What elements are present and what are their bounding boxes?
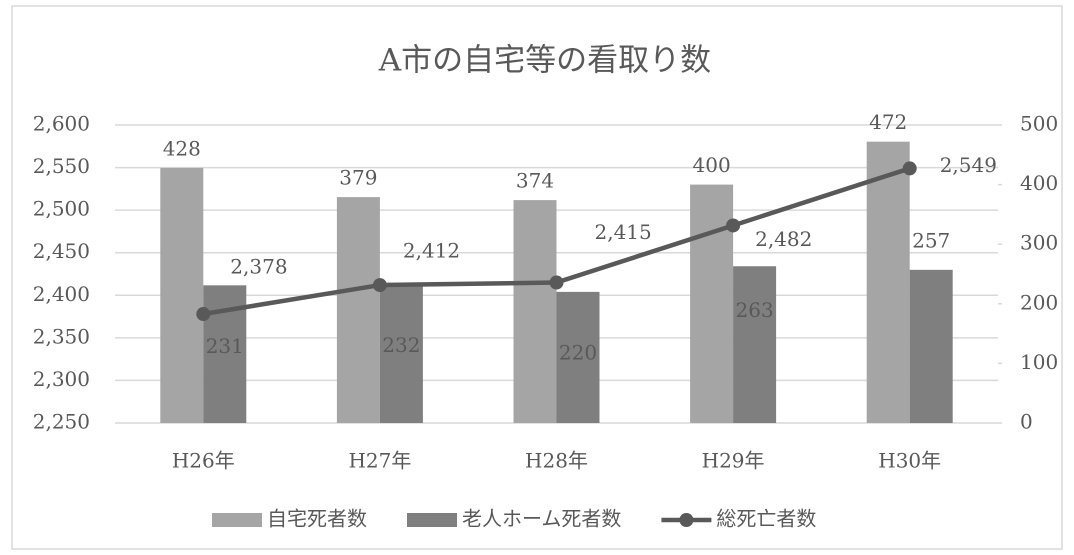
- y-tick-label: 2,400: [33, 282, 90, 306]
- bar-value-label: 231: [206, 334, 244, 358]
- y-tick-label: 2,450: [33, 239, 90, 263]
- legend-point: [679, 513, 694, 527]
- line-point: [902, 161, 917, 176]
- line-point: [372, 278, 387, 293]
- bar: [513, 200, 557, 423]
- y-tick-label: 2,600: [33, 112, 90, 136]
- legend-label: 総死亡者数: [716, 507, 816, 531]
- x-tick-label: H27年: [348, 449, 411, 473]
- legend-label: 老人ホーム死者数: [462, 507, 621, 531]
- y2-tick-label: 400: [1020, 171, 1058, 195]
- bar: [733, 266, 777, 423]
- line-value-label: 2,378: [230, 255, 287, 279]
- y2-tick-label: 500: [1020, 112, 1058, 136]
- line-point: [549, 275, 564, 290]
- line-value-label: 2,415: [595, 220, 652, 244]
- bar: [160, 167, 204, 423]
- line-point: [196, 307, 211, 322]
- y-tick-label: 2,300: [33, 367, 90, 391]
- y2-tick-label: 300: [1020, 231, 1058, 255]
- y-tick-label: 2,550: [33, 154, 90, 178]
- bar-value-label: 472: [869, 110, 907, 134]
- x-tick-label: H28年: [525, 449, 588, 473]
- legend-swatch: [407, 513, 457, 527]
- bar-value-label: 428: [163, 136, 201, 160]
- y-tick-label: 2,350: [33, 324, 90, 348]
- x-tick-label: H30年: [878, 449, 941, 473]
- chart-title: A市の自宅等の看取り数: [378, 43, 711, 79]
- bar-value-label: 379: [339, 166, 377, 190]
- bar: [556, 291, 600, 423]
- bar-value-label: 263: [736, 298, 774, 322]
- line-value-label: 2,482: [755, 227, 812, 251]
- y2-tick-label: 200: [1020, 290, 1058, 314]
- bar: [379, 284, 423, 423]
- line-value-label: 2,549: [940, 153, 997, 177]
- x-tick-label: H26年: [172, 449, 235, 473]
- bar: [336, 197, 380, 423]
- bar: [909, 269, 953, 423]
- bar-value-label: 232: [382, 333, 420, 357]
- line-point: [726, 218, 741, 233]
- legend-label: 自宅死者数: [267, 507, 367, 531]
- y-tick-label: 2,500: [33, 197, 90, 221]
- y-tick-label: 2,250: [33, 410, 90, 434]
- bar-value-label: 374: [516, 169, 554, 193]
- bar: [690, 184, 734, 423]
- line-value-label: 2,412: [403, 239, 460, 263]
- bar: [866, 141, 910, 424]
- bar-value-label: 257: [912, 228, 950, 252]
- x-tick-label: H29年: [702, 449, 765, 473]
- y2-tick-label: 100: [1020, 350, 1058, 374]
- legend-swatch: [212, 513, 262, 527]
- bar-value-label: 400: [693, 153, 731, 177]
- y2-tick-label: 0: [1020, 410, 1033, 434]
- bar-value-label: 220: [559, 340, 597, 364]
